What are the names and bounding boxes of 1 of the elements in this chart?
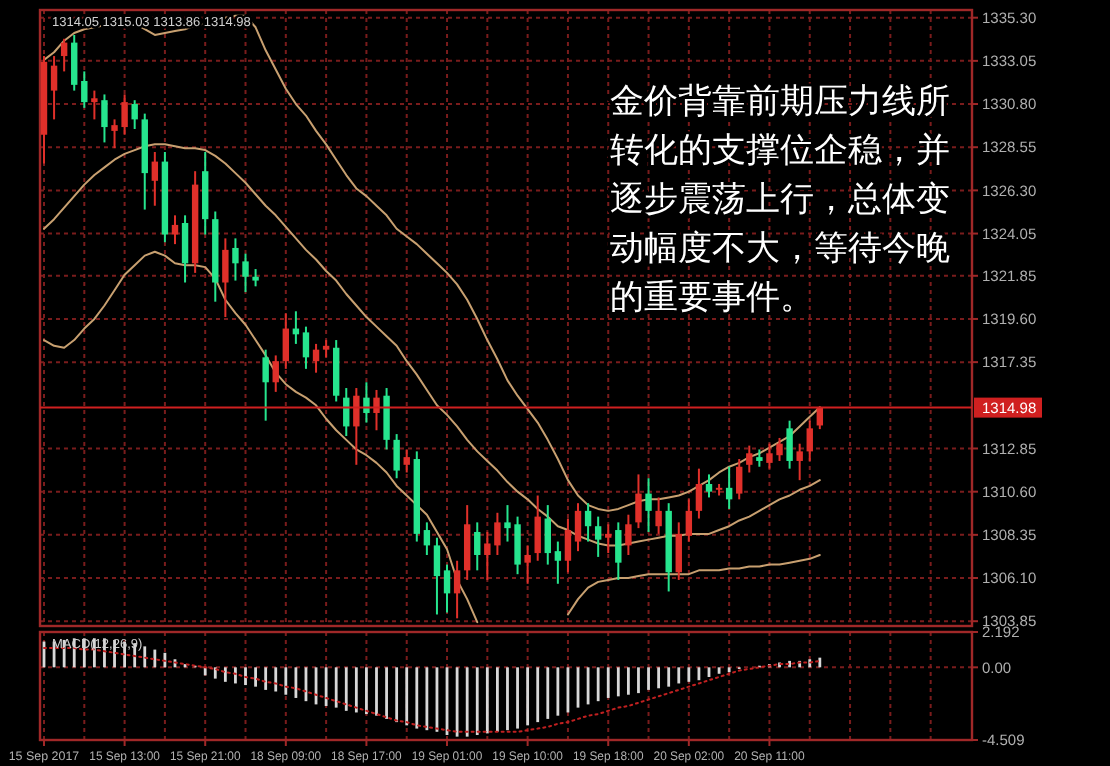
- annotation: 金价背靠前期压力线所转化的支撑位企稳，并逐步震荡上行，总体变动幅度不大，等待今晚的重要事件。: [610, 82, 950, 318]
